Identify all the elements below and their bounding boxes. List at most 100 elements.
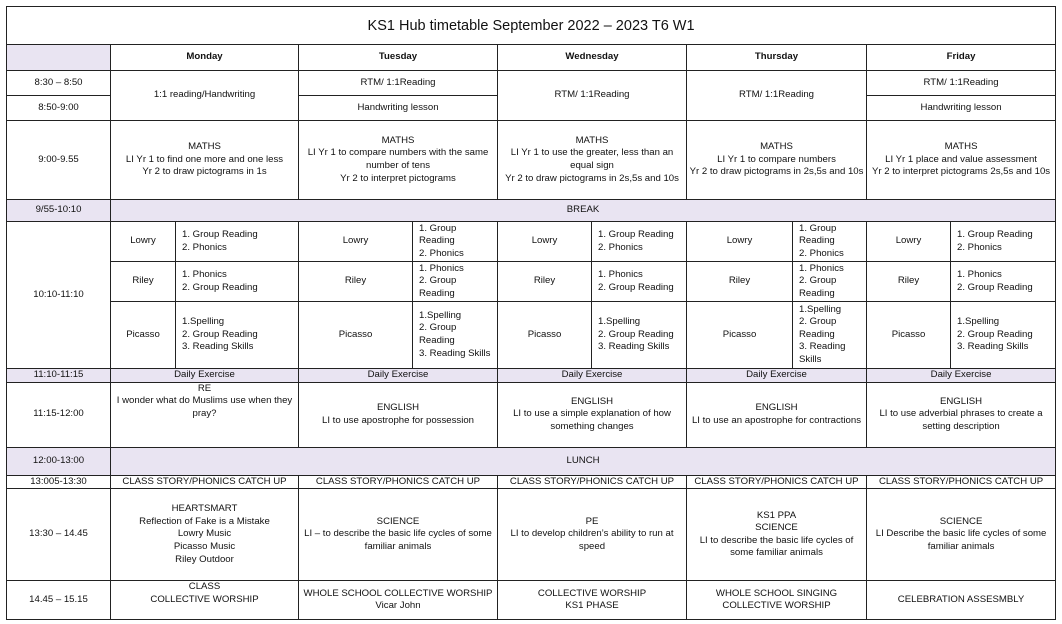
group-activities: 1. Group Reading 2. Phonics — [175, 221, 299, 262]
day-header-tuesday: Tuesday — [298, 44, 498, 71]
lesson-cell: MATHS LI Yr 1 to compare numbers Yr 2 to… — [686, 120, 867, 200]
day-header-wednesday: Wednesday — [497, 44, 687, 71]
lesson-cell: KS1 PPA SCIENCE LI to describe the basic… — [686, 488, 867, 582]
group-name: Picasso — [866, 301, 951, 369]
lesson-cell: MATHS LI Yr 1 to find one more and one l… — [110, 120, 299, 200]
group-name: Lowry — [497, 221, 592, 262]
timetable-row: 8:30 – 8:50 1:1 reading/Handwriting RTM/ 1… — [6, 70, 1057, 121]
time-slot: 9:00-9.55 — [6, 120, 111, 200]
lesson-cell: Daily Exercise — [497, 368, 687, 383]
lesson-cell: CLASS STORY/PHONICS CATCH UP — [686, 474, 867, 490]
timetable-row: Picasso 1.Spelling 2. Group Reading 3. Re… — [7, 301, 1057, 369]
time-slot: 9/55-10:10 — [6, 199, 111, 222]
lesson-cell: RTM/ 1:1Reading — [686, 70, 867, 121]
lesson-cell: Daily Exercise — [298, 368, 498, 383]
time-slot: 8:50-9:00 — [6, 95, 111, 121]
group-activities: 1.Spelling 2. Group Reading 3. Reading S… — [792, 301, 867, 369]
group-name: Picasso — [497, 301, 592, 369]
group-activities: 1. Phonics 2. Group Reading — [792, 261, 867, 302]
day-header-thursday: Thursday — [686, 44, 867, 71]
page-title: KS1 Hub timetable September 2022 – 2023 … — [5, 6, 1057, 45]
time-slot: 10:10-11:10 — [6, 221, 111, 369]
lesson-cell: ENGLISH LI to use a simple explanation o… — [497, 381, 687, 448]
lesson-cell: LUNCH — [109, 446, 1057, 476]
timetable-row: 10:10-11:10 Lowry 1. Group Reading 2. Phon… — [6, 221, 1057, 369]
time-header — [6, 44, 111, 71]
timetable-row: Riley 1. Phonics 2. Group Reading Riley 1. … — [7, 261, 1057, 302]
lesson-cell: WHOLE SCHOOL SINGING COLLECTIVE WORSHIP — [686, 580, 867, 621]
lesson-cell: CLASS STORY/PHONICS CATCH UP — [298, 474, 498, 490]
timetable-row: 13:005-13:30 CLASS STORY/PHONICS CATCH UP… — [6, 474, 1057, 490]
time-slot: 8:30 – 8:50 — [6, 70, 111, 96]
timetable-row: 14.45 – 15.15 CLASS COLLECTIVE WORSHIP WHO… — [6, 580, 1057, 621]
lesson-cell: CLASS COLLECTIVE WORSHIP — [110, 580, 299, 621]
group-activities: 1.Spelling 2. Group Reading 3. Reading S… — [175, 301, 299, 369]
time-slot: 11:15-12:00 — [6, 381, 111, 448]
group-name: Riley — [298, 261, 413, 302]
lesson-cell: 1:1 reading/Handwriting — [110, 70, 299, 121]
timetable-row: 9:00-9.55 MATHS LI Yr 1 to find one more … — [6, 120, 1057, 200]
group-activities: 1. Group Reading 2. Phonics — [591, 221, 687, 262]
group-activities: 1.Spelling 2. Group Reading 3. Reading S… — [591, 301, 687, 369]
time-slot: 14.45 – 15.15 — [6, 580, 111, 621]
group-name: Lowry — [686, 221, 793, 262]
group-name: Picasso — [298, 301, 413, 369]
group-name: Riley — [497, 261, 592, 302]
lesson-cell: RTM/ 1:1Reading — [298, 70, 498, 96]
group-name: Lowry — [298, 221, 413, 262]
timetable: KS1 Hub timetable September 2022 – 2023 … — [5, 6, 1057, 621]
lesson-cell: Daily Exercise — [686, 368, 867, 383]
lesson-cell: MATHS LI Yr 1 to use the greater, less t… — [497, 120, 687, 200]
lesson-cell: RTM/ 1:1Reading — [865, 70, 1057, 96]
lesson-cell: PE LI to develop children’s ability to r… — [497, 488, 687, 582]
day-header-friday: Friday — [865, 44, 1057, 71]
group-name: Riley — [866, 261, 951, 302]
time-slot: 11:10-11:15 — [6, 368, 111, 383]
lesson-cell: ENGLISH LI to use apostrophe for possess… — [298, 381, 498, 448]
lesson-cell: Handwriting lesson — [298, 95, 498, 121]
lesson-cell: WHOLE SCHOOL COLLECTIVE WORSHIP Vicar Jo… — [298, 580, 498, 621]
lesson-cell: Daily Exercise — [110, 368, 299, 383]
group-name: Riley — [686, 261, 793, 302]
group-name: Lowry — [866, 221, 951, 262]
group-activities: 1. Phonics 2. Group Reading — [591, 261, 687, 302]
lesson-cell: CELEBRATION ASSESMBLY — [865, 580, 1057, 621]
lesson-cell: RE I wonder what do Muslims use when the… — [110, 381, 299, 448]
lesson-cell: HEARTSMART Reflection of Fake is a Mista… — [110, 488, 299, 582]
lesson-cell: ENGLISH LI to use adverbial phrases to c… — [865, 381, 1057, 448]
group-name: Picasso — [110, 301, 176, 369]
group-activities: 1. Phonics 2. Group Reading — [949, 261, 1057, 302]
timetable-row: 8:50-9:00 Handwriting lesson Handwriting l… — [6, 95, 1057, 121]
lesson-cell: Daily Exercise — [865, 368, 1057, 383]
lesson-cell: BREAK — [109, 199, 1057, 222]
timetable-row: 13:30 – 14.45 HEARTSMART Reflection of Fa… — [6, 488, 1057, 582]
group-activities: 1. Phonics 2. Group Reading — [412, 261, 498, 302]
time-slot: 13:005-13:30 — [6, 474, 111, 490]
timetable-row: 11:15-12:00 RE I wonder what do Muslims u… — [6, 381, 1057, 448]
group-activities: 1. Group Reading 2. Phonics — [949, 221, 1057, 262]
day-header-monday: Monday — [110, 44, 299, 71]
lesson-cell: SCIENCE LI – to describe the basic life … — [298, 488, 498, 582]
lesson-cell: ENGLISH LI to use an apostrophe for cont… — [686, 381, 867, 448]
time-slot: 13:30 – 14.45 — [6, 488, 111, 582]
timetable-row: 9/55-10:10 BREAK — [6, 199, 1057, 222]
group-name: Riley — [110, 261, 176, 302]
lesson-cell: MATHS LI Yr 1 place and value assessment… — [865, 120, 1057, 200]
lesson-cell: CLASS STORY/PHONICS CATCH UP — [110, 474, 299, 490]
lesson-cell: RTM/ 1:1Reading — [497, 70, 687, 121]
lesson-cell: Handwriting lesson — [865, 95, 1057, 121]
lesson-cell: MATHS LI Yr 1 to compare numbers with th… — [298, 120, 498, 200]
group-activities: 1. Group Reading 2. Phonics — [412, 221, 498, 262]
group-name: Lowry — [110, 221, 176, 262]
timetable-row: 11:10-11:15 Daily Exercise Daily Exercise D… — [6, 368, 1057, 383]
group-activities: 1.Spelling 2. Group Reading 3. Reading S… — [949, 301, 1057, 369]
timetable-row: 12:00-13:00 LUNCH — [6, 446, 1057, 476]
lesson-cell: CLASS STORY/PHONICS CATCH UP — [497, 474, 687, 490]
group-activities: 1.Spelling 2. Group Reading 3. Reading S… — [412, 301, 498, 369]
group-name: Picasso — [686, 301, 793, 369]
group-activities: 1. Phonics 2. Group Reading — [175, 261, 299, 302]
time-slot: 12:00-13:00 — [6, 446, 111, 476]
lesson-cell: COLLECTIVE WORSHIP KS1 PHASE — [497, 580, 687, 621]
lesson-cell: SCIENCE LI Describe the basic life cycle… — [865, 488, 1057, 582]
group-activities: 1. Group Reading 2. Phonics — [792, 221, 867, 262]
